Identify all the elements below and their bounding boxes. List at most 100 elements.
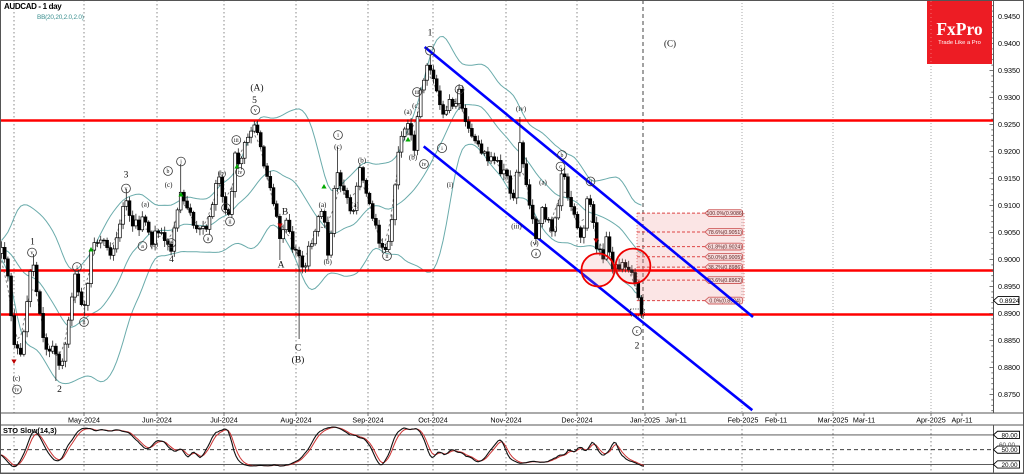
svg-text:0.9300: 0.9300 — [998, 93, 1020, 102]
svg-text:0.9050: 0.9050 — [998, 228, 1020, 237]
svg-text:0.9100: 0.9100 — [998, 201, 1020, 210]
svg-text:0.0%(0.8924): 0.0%(0.8924) — [709, 299, 740, 305]
svg-text:(B): (B) — [292, 355, 305, 366]
svg-text:A: A — [278, 261, 285, 271]
svg-text:Jan-11: Jan-11 — [665, 416, 686, 425]
svg-text:23.6%(0.8962): 23.6%(0.8962) — [708, 278, 742, 284]
svg-text:0.8950: 0.8950 — [998, 282, 1020, 291]
svg-text:BB(20,20,2.0,2.0): BB(20,20,2.0,2.0) — [37, 14, 84, 21]
svg-text:iii: iii — [234, 138, 239, 144]
svg-text:0.9200: 0.9200 — [998, 147, 1020, 156]
svg-text:ii: ii — [589, 179, 593, 185]
svg-text:i: i — [441, 146, 443, 152]
svg-text:iv: iv — [238, 170, 243, 176]
svg-text:Feb-2025: Feb-2025 — [728, 416, 759, 425]
svg-text:B: B — [282, 208, 288, 218]
svg-text:iii: iii — [415, 90, 420, 96]
svg-text:Apr-11: Apr-11 — [951, 416, 972, 425]
svg-text:Jun-2024: Jun-2024 — [142, 416, 172, 425]
svg-text:50.00: 50.00 — [1002, 447, 1018, 454]
svg-text:v: v — [125, 187, 128, 193]
svg-text:Oct-2024: Oct-2024 — [418, 416, 448, 425]
svg-text:0.9450: 0.9450 — [998, 12, 1020, 21]
svg-text:(c): (c) — [165, 181, 173, 189]
svg-text:0.9400: 0.9400 — [998, 39, 1020, 48]
svg-text:(b): (b) — [409, 154, 418, 162]
svg-text:Jan-2025: Jan-2025 — [630, 416, 660, 425]
svg-text:1: 1 — [30, 238, 35, 248]
svg-text:c: c — [636, 329, 639, 335]
svg-text:(i): (i) — [447, 181, 454, 189]
svg-text:(a): (a) — [404, 108, 412, 116]
svg-text:c: c — [559, 165, 562, 171]
svg-text:4: 4 — [169, 255, 174, 265]
svg-text:v: v — [429, 49, 432, 55]
svg-text:iv: iv — [422, 162, 427, 168]
svg-text:Mar-2025: Mar-2025 — [818, 416, 849, 425]
svg-text:0.8800: 0.8800 — [998, 363, 1020, 372]
svg-text:38.2%(0.8986): 38.2%(0.8986) — [708, 265, 742, 271]
svg-text:60.00: 60.00 — [999, 442, 1015, 449]
svg-text:61.8%(0.9024): 61.8%(0.9024) — [708, 245, 742, 251]
svg-text:(C): (C) — [664, 39, 676, 49]
svg-text:0.9150: 0.9150 — [998, 174, 1020, 183]
svg-text:May-2024: May-2024 — [68, 416, 100, 425]
svg-text:5: 5 — [252, 96, 257, 106]
svg-text:Sep-2024: Sep-2024 — [352, 416, 383, 425]
svg-text:0.8900: 0.8900 — [998, 309, 1020, 318]
svg-text:Mar-11: Mar-11 — [853, 416, 875, 425]
svg-text:c: c — [170, 241, 173, 247]
svg-text:C: C — [295, 344, 301, 354]
svg-text:(a): (a) — [539, 179, 547, 187]
svg-text:(b): (b) — [324, 258, 333, 266]
svg-text:(b): (b) — [358, 157, 367, 165]
svg-text:ii: ii — [385, 254, 389, 260]
svg-text:Trade Like a Pro: Trade Like a Pro — [938, 40, 981, 46]
svg-text:i: i — [337, 133, 339, 139]
svg-text:0.9000: 0.9000 — [998, 255, 1020, 264]
svg-text:0.9250: 0.9250 — [998, 120, 1020, 129]
svg-text:a: a — [141, 244, 144, 250]
svg-text:Aug-2024: Aug-2024 — [280, 416, 311, 425]
svg-text:50.0%(0.9005): 50.0%(0.9005) — [708, 255, 742, 261]
svg-text:2: 2 — [635, 342, 640, 352]
svg-text:(v): (v) — [530, 240, 539, 248]
svg-text:a: a — [207, 237, 210, 243]
svg-text:(iii): (iii) — [511, 223, 522, 231]
svg-text:AUDCAD - 1 day: AUDCAD - 1 day — [4, 2, 62, 11]
svg-text:STO Slow(14,3): STO Slow(14,3) — [3, 426, 57, 435]
svg-text:0.8850: 0.8850 — [998, 336, 1020, 345]
svg-text:Feb-11: Feb-11 — [765, 416, 787, 425]
svg-text:v: v — [254, 108, 257, 114]
svg-text:ii: ii — [458, 88, 462, 94]
svg-text:2: 2 — [57, 385, 62, 395]
svg-text:i: i — [180, 160, 182, 166]
svg-text:20.00: 20.00 — [1002, 462, 1018, 469]
svg-text:(b): (b) — [150, 241, 159, 249]
svg-text:78.6%(0.9051): 78.6%(0.9051) — [708, 230, 742, 236]
svg-text:(a): (a) — [319, 201, 327, 209]
svg-text:0.8750: 0.8750 — [998, 390, 1020, 399]
svg-text:v: v — [31, 251, 34, 257]
svg-text:(c): (c) — [13, 375, 21, 383]
svg-text:c: c — [225, 206, 228, 212]
svg-text:Dec-2024: Dec-2024 — [561, 416, 592, 425]
svg-text:Jul-2024: Jul-2024 — [210, 416, 238, 425]
svg-text:(a): (a) — [141, 201, 149, 209]
svg-text:0.8924: 0.8924 — [999, 298, 1020, 305]
svg-text:(b): (b) — [549, 226, 558, 234]
svg-text:1: 1 — [428, 29, 433, 39]
svg-text:(b): (b) — [218, 170, 227, 178]
svg-text:b: b — [561, 153, 564, 159]
svg-text:(a): (a) — [351, 201, 359, 209]
svg-text:i: i — [76, 265, 78, 271]
svg-text:100.0%(0.9086): 100.0%(0.9086) — [707, 211, 744, 217]
svg-text:(c): (c) — [412, 102, 420, 110]
svg-text:FxPro: FxPro — [936, 19, 983, 39]
svg-text:80.00: 80.00 — [1002, 432, 1018, 439]
svg-text:3: 3 — [124, 171, 129, 181]
svg-text:b: b — [167, 169, 170, 175]
svg-text:(A): (A) — [250, 83, 263, 94]
svg-text:(iv): (iv) — [516, 105, 527, 113]
svg-text:a: a — [535, 252, 538, 258]
